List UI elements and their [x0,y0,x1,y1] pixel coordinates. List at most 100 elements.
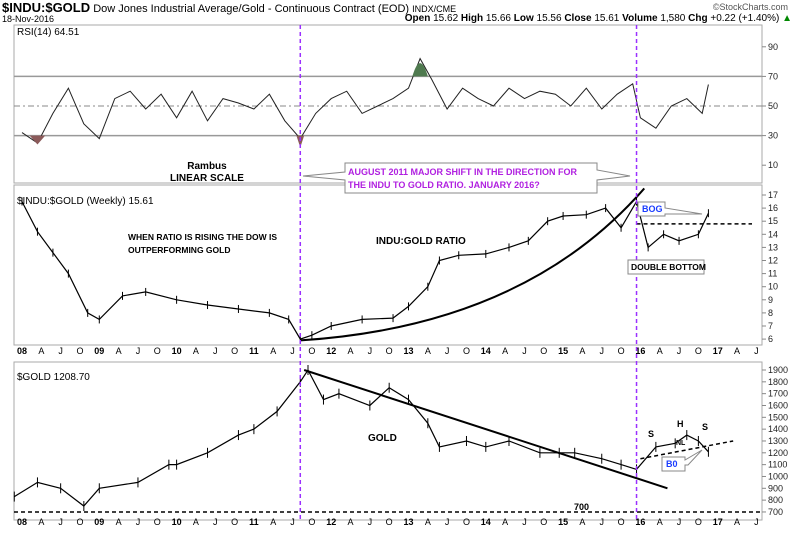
ratio-label: INDU:GOLD RATIO [376,236,466,247]
x-tick-label: A [270,517,276,527]
chg-label: Chg [688,13,708,24]
x-tick-label: A [116,517,122,527]
quote-bar: Open 15.62 High 15.66 Low 15.56 Close 15… [405,13,792,24]
x-tick-label: J [754,517,759,527]
x-tick-label: 12 [326,346,336,356]
callout-line2: THE INDU TO GOLD RATIO. JANUARY 2016? [348,180,540,190]
x-tick-label: O [231,517,238,527]
x-tick-label: 13 [403,346,413,356]
y-tick-label: 10 [768,160,778,170]
volume-value: 1,580 [660,13,686,24]
y-tick-label: 1600 [768,400,788,410]
close-label: Close [564,13,592,24]
x-tick-label: 17 [713,517,723,527]
description: Dow Jones Industrial Average/Gold - Cont… [93,3,410,15]
x-tick-label: J [522,517,527,527]
shoulder-right-label: S [702,422,708,432]
rsi-oversold-fill [29,135,46,145]
x-tick-label: 09 [94,517,104,527]
ratio-trendline [300,187,646,342]
x-tick-label: 15 [558,517,568,527]
gold-downtrend-line [303,369,668,490]
x-tick-label: J [445,346,450,356]
head-label: H [677,419,684,429]
chart-date: 18-Nov-2016 [2,14,55,24]
shoulder-left-label: S [648,429,654,439]
x-tick-label: J [677,517,682,527]
y-tick-label: 1900 [768,365,788,375]
y-tick-label: 12 [768,256,778,266]
double-bottom-label: DOUBLE BOTTOM [631,262,706,272]
y-tick-label: 900 [768,483,783,493]
x-tick-label: J [368,346,373,356]
rsi-overbought-fill [412,63,428,77]
y-tick-label: 700 [768,507,783,517]
x-tick-label: A [116,346,122,356]
y-tick-label: 1800 [768,377,788,387]
x-tick-label: A [502,346,508,356]
x-tick-label: O [540,517,547,527]
x-tick-label: A [38,346,44,356]
x-tick-label: A [348,517,354,527]
y-tick-label: 1400 [768,424,788,434]
x-tick-label: 08 [17,517,27,527]
x-tick-label: O [463,346,470,356]
x-tick-label: J [58,346,63,356]
y-tick-label: 70 [768,71,778,81]
x-tick-label: J [368,517,373,527]
x-tick-label: 17 [713,346,723,356]
bog-callout [637,201,703,217]
ratio-title: $INDU:$GOLD (Weekly) 15.61 [17,196,154,207]
low-value: 15.56 [536,13,562,24]
x-tick-label: A [579,346,585,356]
x-tick-label: O [308,517,315,527]
x-tick-label: 09 [94,346,104,356]
x-tick-label: 08 [17,346,27,356]
x-tick-label: A [502,517,508,527]
up-arrow-icon: ▲ [782,13,792,24]
y-tick-label: 30 [768,131,778,141]
y-tick-label: 16 [768,203,778,213]
gold-neckline [640,440,734,460]
y-tick-label: 9 [768,295,773,305]
neckline-label: NL [676,440,686,447]
x-tick-label: 14 [481,517,491,527]
bo-callout [661,449,703,472]
y-tick-label: 17 [768,190,778,200]
callout-line1: AUGUST 2011 MAJOR SHIFT IN THE DIRECTION… [348,167,578,177]
x-tick-label: J [677,346,682,356]
volume-label: Volume [622,13,658,24]
x-tick-label: A [657,517,663,527]
ratio-note-1: WHEN RATIO IS RISING THE DOW IS [128,232,277,242]
close-value: 15.61 [594,13,620,24]
y-tick-label: 13 [768,242,778,252]
x-tick-label: J [290,346,295,356]
x-tick-label: J [136,517,141,527]
x-tick-label: O [618,517,625,527]
y-tick-label: 50 [768,101,778,111]
high-value: 15.66 [485,13,511,24]
y-tick-label: 800 [768,495,783,505]
brand-logo: ©StockCharts.com [712,2,788,12]
double-bottom-box [627,259,705,275]
x-tick-label: A [38,517,44,527]
x-tick-label: J [522,346,527,356]
x-tick-label: O [695,346,702,356]
y-tick-label: 1100 [768,460,787,470]
x-tick-label: J [600,346,605,356]
rambus-label: Rambus [187,161,227,172]
y-tick-label: 6 [768,334,773,344]
x-tick-label: 11 [249,517,259,527]
callout-box [302,162,631,194]
y-tick-label: 15 [768,216,778,226]
x-tick-label: A [657,346,663,356]
x-tick-label: O [154,346,161,356]
bo-label: B0 [666,459,678,469]
x-tick-label: A [734,346,740,356]
scale-label: LINEAR SCALE [170,173,244,184]
high-label: High [460,13,484,24]
x-tick-label: 16 [635,517,645,527]
y-tick-label: 1000 [768,471,788,481]
x-tick-label: O [76,346,83,356]
